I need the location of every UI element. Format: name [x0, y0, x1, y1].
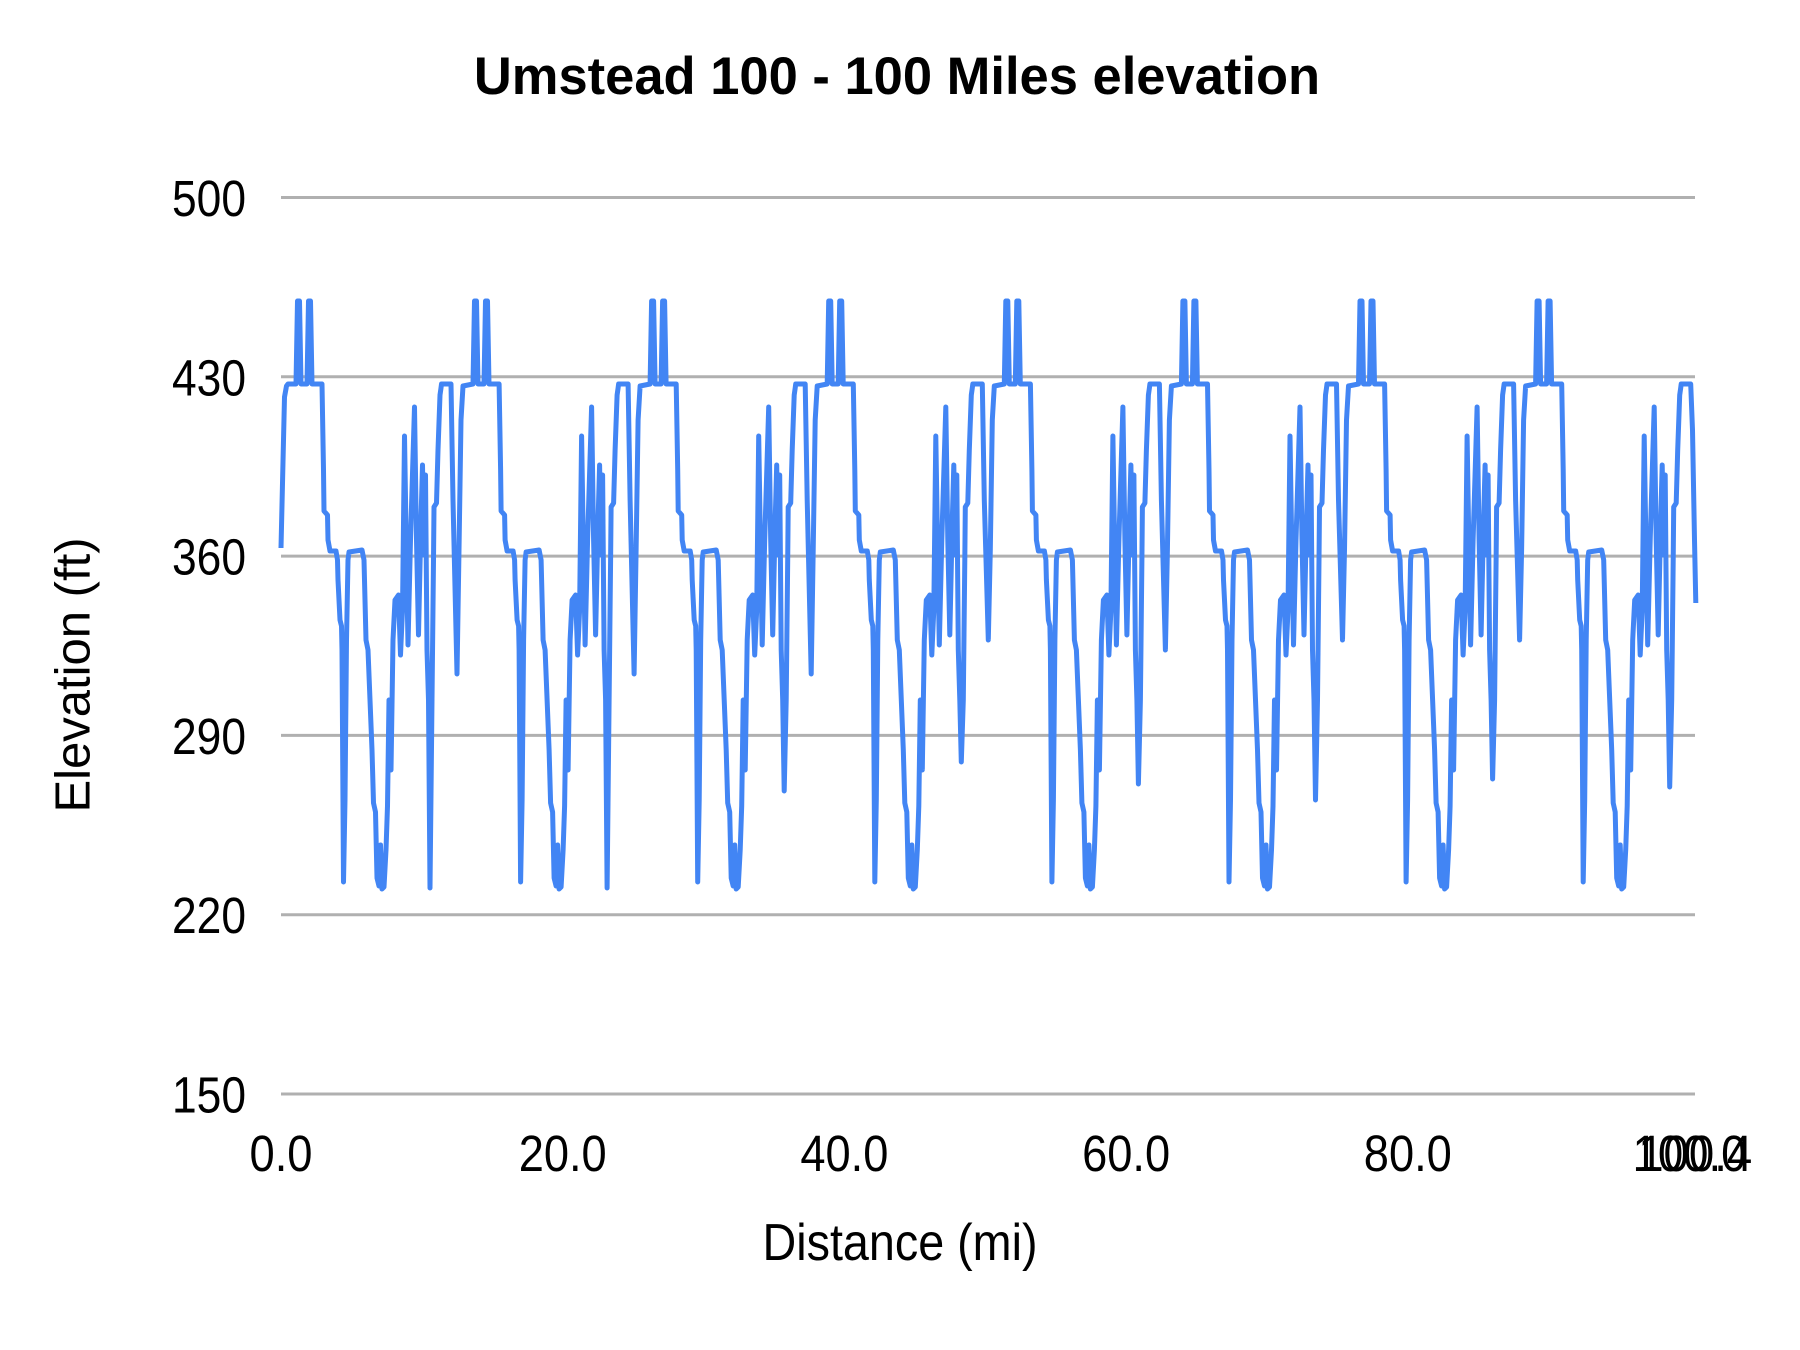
svg-text:100.4: 100.4	[1638, 1125, 1752, 1182]
svg-text:100.0: 100.0	[1633, 1125, 1747, 1182]
svg-text:290: 290	[172, 708, 246, 765]
svg-text:80.0: 80.0	[1364, 1125, 1452, 1182]
svg-text:360: 360	[172, 529, 246, 586]
svg-text:150: 150	[172, 1067, 246, 1124]
svg-text:Elevation (ft): Elevation (ft)	[47, 537, 101, 812]
svg-text:0.0: 0.0	[250, 1125, 313, 1182]
svg-text:60.0: 60.0	[1082, 1125, 1170, 1182]
svg-text:Umstead 100 - 100 Miles elevat: Umstead 100 - 100 Miles elevation	[474, 47, 1320, 106]
svg-text:Distance (mi): Distance (mi)	[763, 1214, 1038, 1272]
svg-text:20.0: 20.0	[519, 1125, 607, 1182]
svg-text:500: 500	[172, 170, 246, 227]
svg-text:220: 220	[172, 887, 246, 944]
svg-text:40.0: 40.0	[800, 1125, 888, 1182]
svg-text:430: 430	[172, 349, 246, 406]
